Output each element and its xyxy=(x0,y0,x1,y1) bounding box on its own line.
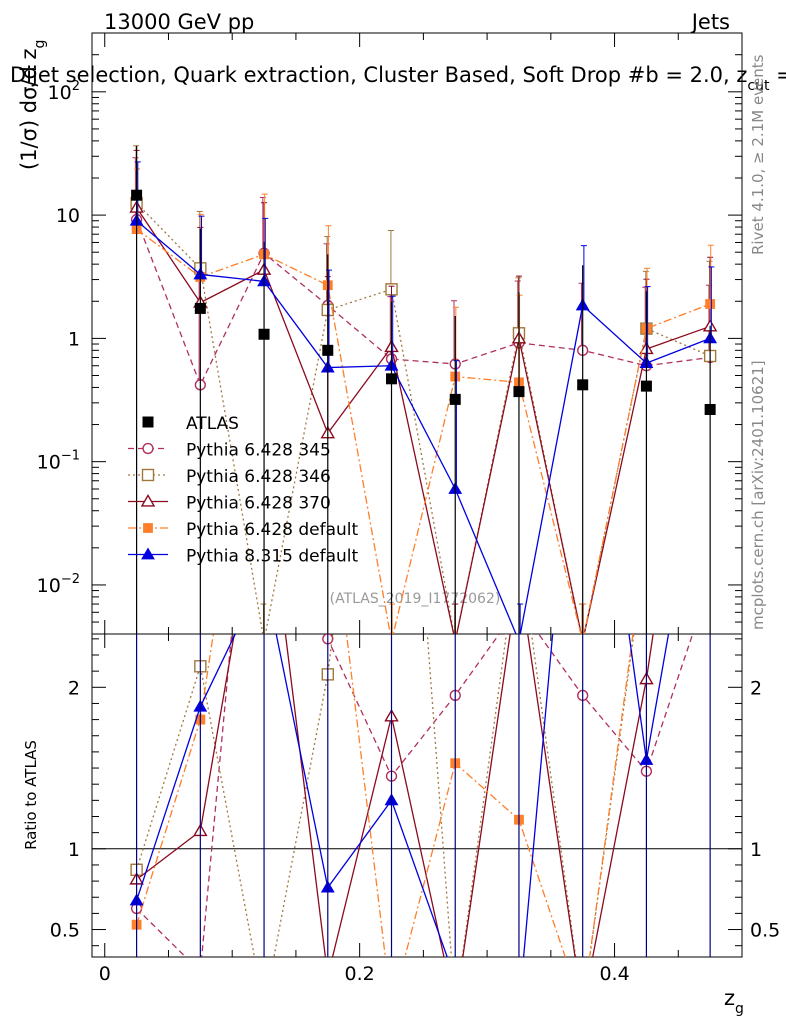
legend-marker xyxy=(141,468,155,482)
plot-title-main: Dijet selection, Quark extraction, Clust… xyxy=(10,63,747,87)
legend-entry: Pythia 8.315 default xyxy=(128,547,359,567)
data-marker xyxy=(513,386,525,398)
data-marker xyxy=(322,344,334,356)
data-marker xyxy=(704,403,716,415)
data-marker xyxy=(640,380,652,392)
y-tick-label: 10 xyxy=(56,205,80,227)
y-axis-label-sub: g xyxy=(32,40,48,49)
data-marker xyxy=(131,189,143,201)
ratio-tick-label: 0.5 xyxy=(50,920,80,942)
ratio-series-line xyxy=(135,634,635,957)
x-tick-label: 0 xyxy=(99,963,111,985)
legend-marker xyxy=(142,442,154,455)
x-axis-label-main: z xyxy=(724,986,735,1010)
ratio-axis-label: Ratio to ATLAS xyxy=(22,740,40,850)
ratio-tick-label: 1 xyxy=(68,839,80,861)
plot-title: Dijet selection, Quark extraction, Clust… xyxy=(10,63,786,94)
analysis-tag: (ATLAS_2019_I1772062) xyxy=(330,591,501,607)
legend-label-data: ATLAS xyxy=(186,414,239,434)
ratio-tick-label-right: 2 xyxy=(750,677,762,699)
legend-entry: Pythia 6.428 346 xyxy=(128,467,331,487)
header-category: Jets xyxy=(690,10,730,34)
series-line xyxy=(136,220,711,634)
ratio-tick-label-right: 0.5 xyxy=(750,920,780,942)
legend-label: Pythia 6.428 370 xyxy=(186,494,331,514)
legend-label: Pythia 6.428 346 xyxy=(186,467,331,487)
legend-entry-data: ATLAS xyxy=(142,414,239,434)
legend: ATLAS Pythia 6.428 345 Pythia 6.428 346 Pyt… xyxy=(128,414,359,567)
x-tick-label: 0.4 xyxy=(599,963,629,985)
y-axis-label: (1/σ) dσ/d zg xyxy=(17,40,48,170)
series-marker xyxy=(705,299,716,309)
series-line xyxy=(136,207,711,634)
data-marker xyxy=(386,373,398,385)
x-tick-label: 0.2 xyxy=(345,963,375,985)
ratio-marks xyxy=(129,634,711,957)
x-axis-label-sub: g xyxy=(735,1001,744,1017)
series-line xyxy=(136,228,711,634)
legend-marker xyxy=(143,523,153,533)
ratio-tick-label: 2 xyxy=(68,677,80,699)
header-process: 13000 GeV pp xyxy=(104,10,254,34)
x-axis-label: zg xyxy=(724,986,744,1017)
y-tick-label: 10−1 xyxy=(37,449,80,474)
y-axis-label-main: (1/σ) dσ/d z xyxy=(17,48,41,170)
data-marker xyxy=(449,393,461,405)
y-tick-label: 10−2 xyxy=(37,572,80,597)
ratio-series-line xyxy=(135,634,634,957)
main-marks xyxy=(129,145,718,634)
ratio-tick-label-right: 1 xyxy=(750,839,762,861)
y-tick-label: 1 xyxy=(68,328,80,350)
plot-title-sub: cut xyxy=(747,78,770,94)
plot-title-tail: = xyxy=(769,63,786,87)
legend-entry: Pythia 6.428 370 xyxy=(128,494,331,514)
axes-group: 0 0.2 0.4 10−2 10−1 1 10 102 0.5 0.5 1 1 2 2 xyxy=(37,32,780,985)
y-tick-label: 102 xyxy=(48,79,80,104)
mcplots-label: mcplots.cern.ch [arXiv:2401.10621] xyxy=(749,360,767,630)
ratio-series-line xyxy=(136,634,694,957)
series-line xyxy=(136,219,711,387)
data-marker xyxy=(258,328,270,340)
ratio-series-line xyxy=(136,634,654,957)
legend-entry: Pythia 6.428 345 xyxy=(128,441,331,461)
legend-marker xyxy=(140,494,156,507)
data-marker xyxy=(577,379,589,391)
legend-marker xyxy=(141,547,155,560)
ratio-panel-frame xyxy=(91,633,743,958)
data-marker xyxy=(194,302,206,314)
legend-label: Pythia 8.315 default xyxy=(186,547,359,567)
rivet-version-label: Rivet 4.1.0, ≥ 2.1M events xyxy=(749,54,767,255)
legend-entry: Pythia 6.428 default xyxy=(128,520,359,540)
legend-label: Pythia 6.428 default xyxy=(186,520,359,540)
series-line xyxy=(136,202,711,634)
ratio-series-line xyxy=(135,634,670,957)
legend-label: Pythia 6.428 345 xyxy=(186,441,331,461)
legend-marker-data xyxy=(142,416,154,428)
